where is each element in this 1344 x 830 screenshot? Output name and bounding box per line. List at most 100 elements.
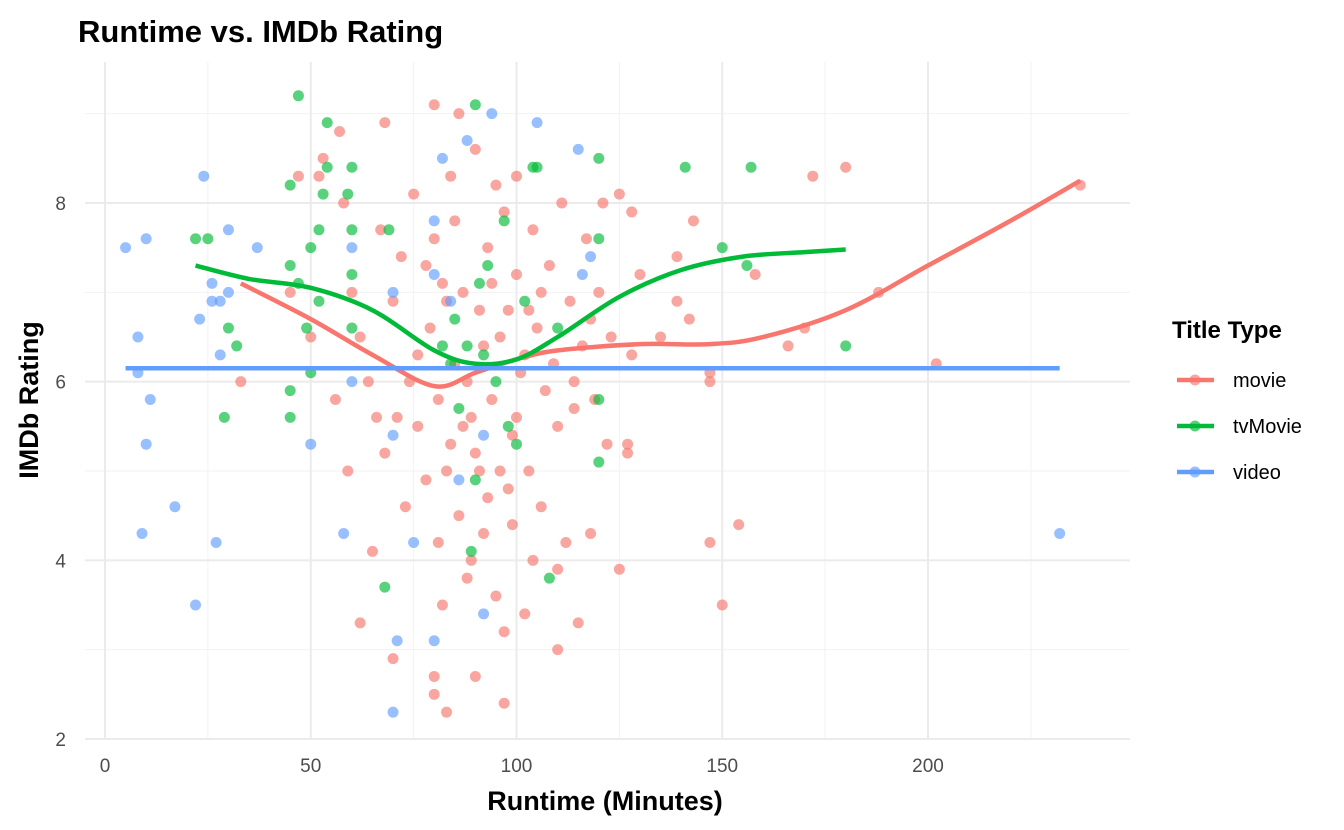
data-point-video	[136, 528, 148, 540]
legend-label: movie	[1233, 370, 1286, 392]
data-point-tvMovie	[511, 438, 522, 450]
data-point-movie	[519, 608, 531, 620]
data-point-tvMovie	[284, 411, 296, 423]
data-point-movie	[449, 215, 461, 227]
data-point-video	[120, 242, 132, 254]
data-point-video	[206, 277, 218, 289]
data-point-movie	[498, 626, 510, 638]
data-point-movie	[552, 420, 564, 432]
data-point-tvMovie	[482, 260, 494, 272]
data-point-movie	[506, 429, 518, 441]
smooth-line-tvMovie	[194, 247, 846, 367]
data-point-movie	[523, 304, 535, 316]
data-point-movie	[498, 206, 510, 218]
data-point-movie	[235, 376, 247, 388]
data-point-movie	[622, 447, 634, 459]
data-point-tvMovie	[593, 233, 605, 245]
data-point-video	[391, 635, 403, 647]
data-point-movie	[441, 465, 453, 477]
data-point-movie	[292, 170, 304, 182]
chart-title: Runtime vs. IMDb Rating	[78, 14, 443, 49]
data-point-movie	[482, 242, 494, 254]
data-point-tvMovie	[461, 340, 473, 352]
data-point-movie	[502, 483, 514, 495]
data-point-movie	[807, 170, 819, 182]
x-tick-label: 200	[912, 756, 944, 777]
data-point-video	[387, 706, 399, 718]
data-point-movie	[613, 188, 625, 200]
data-point-movie	[626, 206, 638, 218]
y-tick-label: 4	[55, 551, 66, 572]
data-point-tvMovie	[593, 456, 605, 468]
legend-label: tvMovie	[1233, 416, 1302, 438]
x-axis-label: Runtime (Minutes)	[487, 786, 723, 816]
data-point-video	[453, 474, 465, 486]
data-point-movie	[284, 286, 296, 298]
data-point-movie	[671, 295, 683, 307]
data-point-movie	[601, 438, 613, 450]
data-point-movie	[391, 411, 403, 423]
data-point-movie	[445, 438, 457, 450]
data-point-movie	[334, 126, 346, 138]
data-point-movie	[613, 563, 625, 575]
data-point-tvMovie	[301, 322, 313, 334]
data-point-video	[132, 331, 144, 343]
data-point-movie	[502, 304, 514, 316]
data-point-video	[338, 528, 350, 540]
data-point-tvMovie	[218, 411, 230, 423]
data-point-video	[144, 394, 156, 406]
data-point-video	[585, 251, 597, 263]
data-point-movie	[445, 170, 457, 182]
data-point-movie	[511, 411, 522, 423]
y-tick-label: 2	[55, 730, 66, 751]
data-point-movie	[420, 260, 432, 272]
legend-label: video	[1233, 462, 1281, 484]
data-point-movie	[412, 420, 424, 432]
data-point-movie	[412, 349, 424, 361]
data-point-movie	[461, 572, 473, 584]
data-point-video	[206, 295, 218, 307]
data-point-tvMovie	[292, 90, 304, 102]
data-point-tvMovie	[346, 322, 358, 334]
data-point-tvMovie	[490, 376, 502, 388]
data-point-movie	[457, 420, 469, 432]
data-point-movie	[371, 411, 383, 423]
legend-key-point	[1189, 374, 1201, 386]
data-point-tvMovie	[527, 161, 539, 173]
data-point-video	[251, 242, 263, 254]
data-point-movie	[523, 465, 535, 477]
data-point-tvMovie	[543, 572, 555, 584]
data-point-tvMovie	[346, 268, 358, 280]
data-point-movie	[354, 617, 366, 629]
data-point-video	[140, 233, 152, 245]
legend-title: Title Type	[1172, 317, 1282, 344]
data-point-movie	[313, 170, 325, 182]
data-point-movie	[716, 599, 728, 611]
data-point-movie	[683, 313, 695, 325]
data-point-tvMovie	[449, 313, 461, 325]
data-points	[120, 90, 1086, 718]
data-point-movie	[527, 554, 539, 566]
data-point-tvMovie	[552, 322, 564, 334]
data-point-video	[576, 268, 588, 280]
data-point-tvMovie	[321, 117, 333, 129]
data-point-movie	[490, 179, 502, 191]
smooth-line-movie	[239, 178, 1082, 389]
x-tick-label: 50	[300, 756, 321, 777]
data-point-movie	[329, 394, 341, 406]
data-point-tvMovie	[190, 233, 202, 245]
data-point-tvMovie	[284, 260, 296, 272]
data-point-tvMovie	[465, 545, 477, 557]
data-point-movie	[453, 510, 465, 522]
data-point-movie	[687, 215, 699, 227]
data-point-movie	[535, 286, 547, 298]
data-point-tvMovie	[478, 349, 490, 361]
data-point-movie	[535, 501, 547, 513]
data-point-video	[408, 536, 420, 548]
data-point-video	[428, 215, 440, 227]
data-point-video	[461, 134, 473, 146]
legend-key-point	[1189, 420, 1201, 432]
data-point-video	[428, 268, 440, 280]
data-point-tvMovie	[473, 277, 485, 289]
data-point-movie	[354, 331, 366, 343]
